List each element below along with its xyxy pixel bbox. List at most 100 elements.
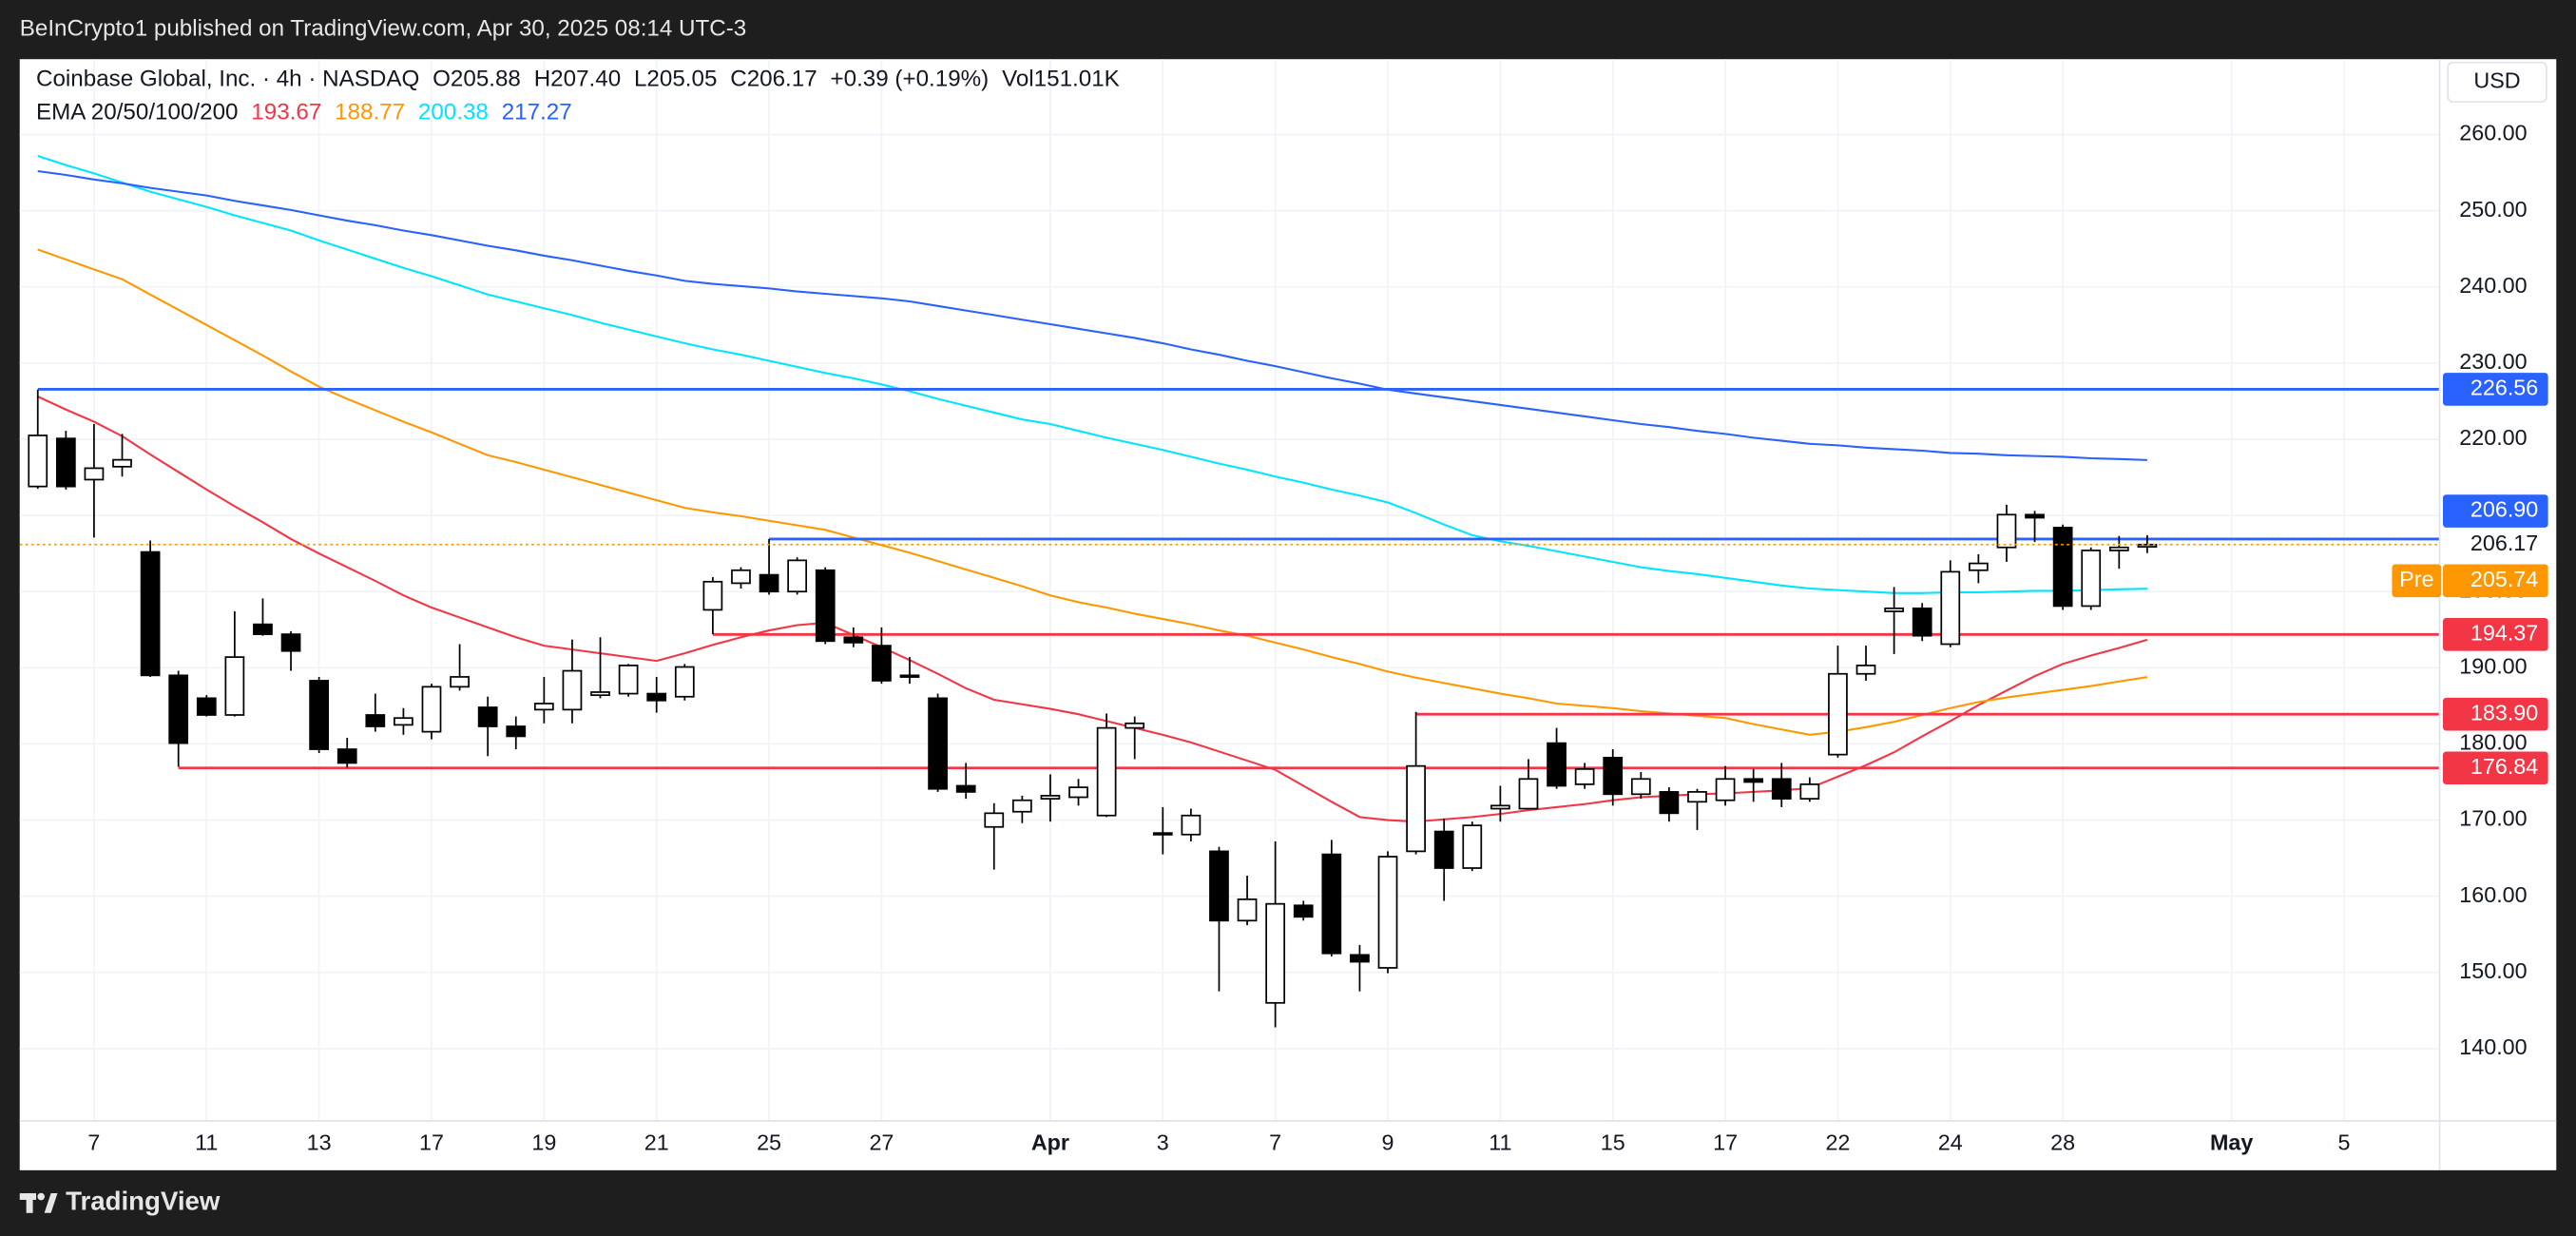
candle-body (1940, 570, 1961, 646)
candle-body (815, 569, 836, 643)
ohlc-value: L205.05 (634, 67, 717, 92)
candle-body (955, 784, 976, 793)
candle-body (1828, 672, 1848, 756)
candle-body (759, 573, 779, 593)
ema-line (37, 396, 2148, 823)
axes: 140.00150.00160.00170.00180.00190.00200.… (87, 121, 2548, 1154)
candle-body (84, 467, 105, 481)
candle-body (196, 697, 217, 716)
candle-body (253, 623, 273, 635)
candle-body (1321, 853, 1342, 955)
candle-body (1406, 764, 1426, 853)
candle-body (1237, 898, 1258, 922)
y-tick-label: 180.00 (2459, 730, 2527, 755)
candle-body (533, 703, 554, 711)
candle-body (1771, 778, 1792, 800)
candle-body (506, 725, 527, 738)
candle-body (646, 692, 667, 702)
level-label-box (2443, 618, 2548, 651)
y-tick-label: 190.00 (2459, 653, 2527, 678)
candle-body (1799, 783, 1820, 800)
candle-body (702, 580, 723, 611)
y-tick-label: 150.00 (2459, 958, 2527, 983)
ema-value: 200.38 (418, 100, 489, 126)
candle-body (1011, 799, 1032, 813)
x-tick-label: May (2210, 1130, 2253, 1154)
candle-body (140, 550, 161, 677)
x-tick-label: 19 (531, 1130, 556, 1154)
candle-body (1574, 768, 1595, 785)
candle-body (731, 569, 751, 585)
candle-body (1433, 830, 1454, 869)
premarket-tag: Pre (2399, 567, 2433, 591)
candle-body (2108, 546, 2129, 551)
level-label: 226.56 (2470, 376, 2538, 400)
candle-body (1630, 778, 1651, 796)
level-label: 176.84 (2470, 754, 2538, 779)
candle-body (1603, 756, 1624, 796)
x-tick-label: 5 (2338, 1130, 2351, 1154)
candle-body (1743, 778, 1764, 783)
x-tick-label: 24 (1938, 1130, 1963, 1154)
x-tick-label: 21 (644, 1130, 669, 1154)
candle-body (984, 812, 1005, 828)
ohlc-value: H207.40 (534, 67, 621, 92)
y-tick-label: 170.00 (2459, 806, 2527, 831)
candle-body (394, 717, 413, 726)
x-tick-label: 15 (1601, 1130, 1625, 1154)
y-tick-label: 230.00 (2459, 349, 2527, 374)
candle-body (1518, 778, 1539, 810)
candle-body (618, 665, 639, 695)
candle-body (1068, 786, 1088, 799)
candle-body (2081, 550, 2102, 608)
currency-button[interactable] (2447, 61, 2547, 104)
candle-body (28, 435, 48, 488)
level-label-box (2443, 373, 2548, 406)
candle-body (168, 674, 189, 744)
candle-body (843, 636, 864, 644)
candle-body (280, 633, 301, 652)
x-tick-label: 22 (1825, 1130, 1850, 1154)
candle-body (421, 686, 442, 733)
level-label: 183.90 (2470, 700, 2538, 724)
ema-value: 188.77 (335, 100, 405, 126)
publisher-header: BeInCrypto1 published on TradingView.com… (20, 16, 747, 42)
candle-body (224, 656, 245, 716)
candle-body (1377, 856, 1398, 969)
level-label: 194.37 (2470, 620, 2538, 645)
candle-body (787, 559, 808, 593)
candle-body (562, 669, 583, 711)
x-tick-label: 17 (419, 1130, 444, 1154)
y-tick-label: 160.00 (2459, 882, 2527, 907)
candle-body (1265, 902, 1286, 1004)
y-tick-label: 260.00 (2459, 121, 2527, 145)
x-tick-label: 11 (195, 1130, 218, 1154)
candle-body (2025, 513, 2045, 519)
y-tick-label: 220.00 (2459, 425, 2527, 450)
change-value: +0.39 (+0.19%) (831, 67, 990, 92)
ema-value: 193.67 (251, 100, 321, 126)
x-tick-label: 13 (307, 1130, 332, 1154)
legend: Coinbase Global, Inc. · 4h · NASDAQ O205.… (36, 67, 1120, 126)
y-tick-label: 140.00 (2459, 1034, 2527, 1059)
candle-body (1350, 954, 1370, 963)
candle-body (450, 676, 470, 688)
x-tick-label: 9 (1382, 1130, 1394, 1154)
candle-body (1152, 832, 1173, 836)
candle-body (1293, 904, 1314, 918)
candle-body (1490, 804, 1510, 810)
x-tick-label: 11 (1489, 1130, 1511, 1154)
logo-dot (37, 1192, 46, 1201)
ohlc-value: O205.88 (433, 67, 521, 92)
candle-body (309, 680, 330, 750)
candle-body (899, 674, 920, 678)
candle-body (1687, 791, 1707, 803)
candle-body (928, 697, 948, 790)
candle-body (1040, 795, 1061, 800)
candle-body (872, 645, 892, 682)
chart-panel (19, 59, 2557, 1170)
x-tick-label: 28 (2050, 1130, 2075, 1154)
candle-body (1209, 850, 1229, 922)
